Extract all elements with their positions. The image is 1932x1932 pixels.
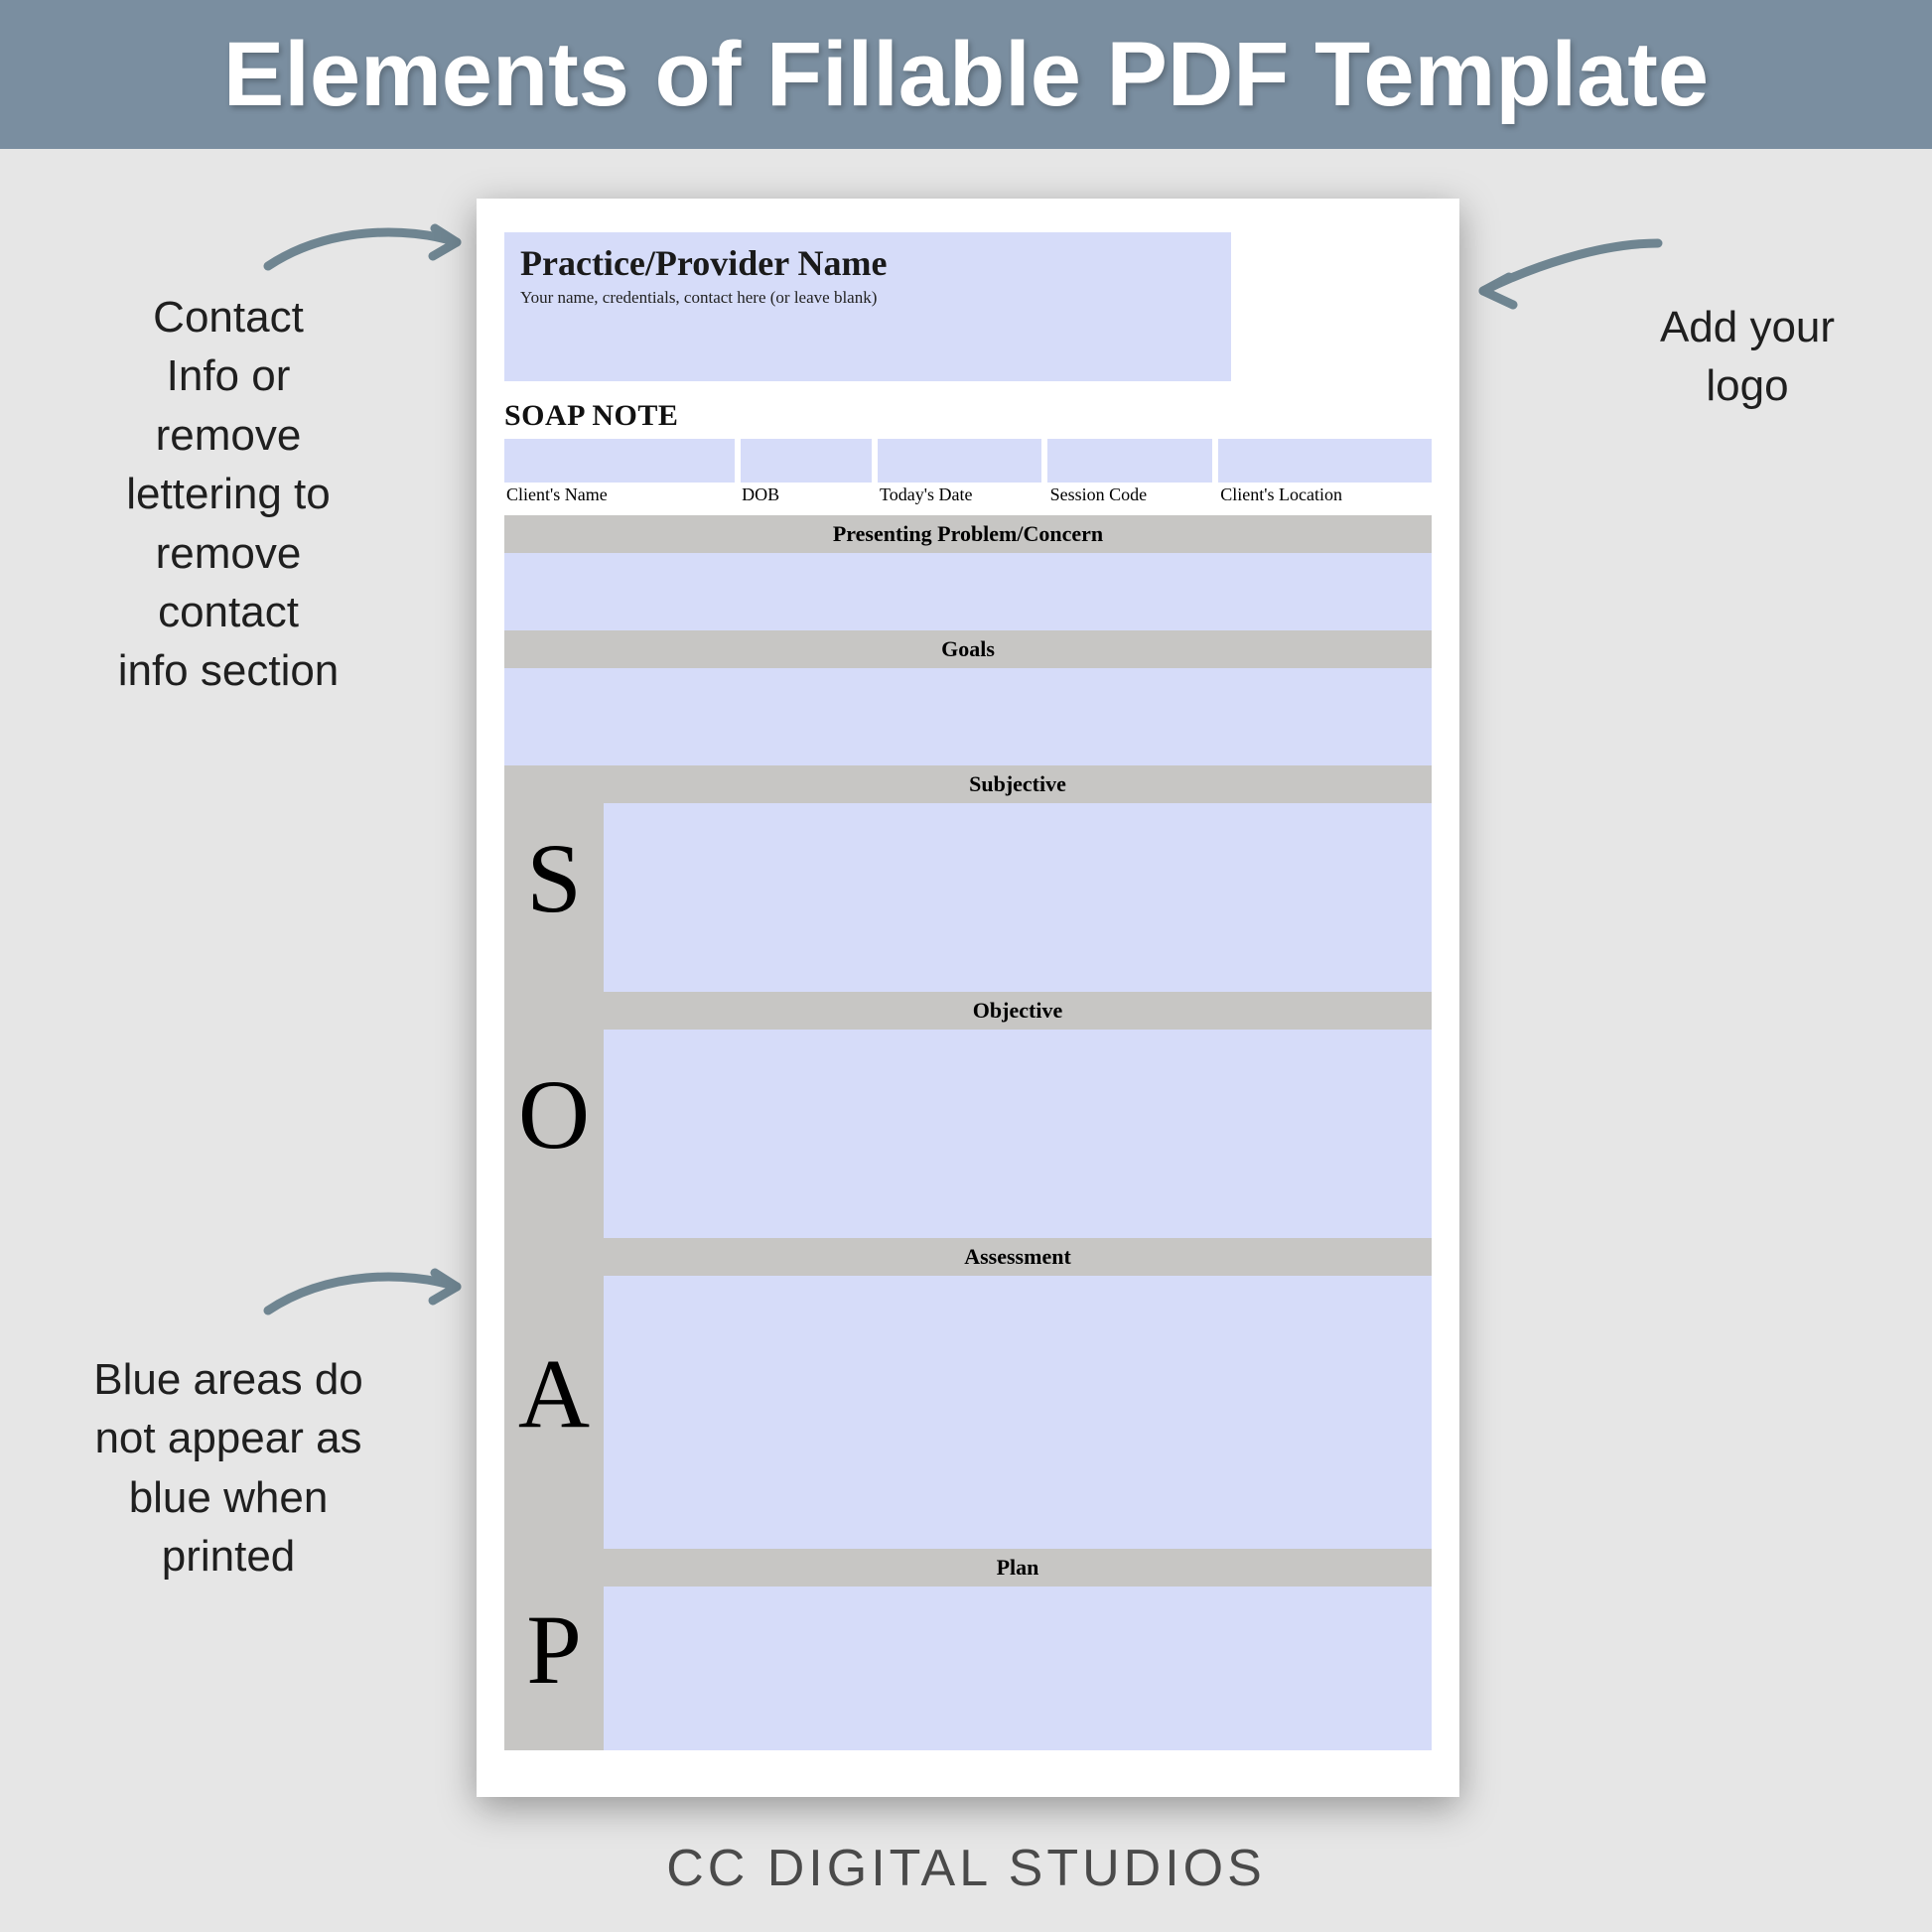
section-header-subjective: Subjective (604, 765, 1432, 803)
section-header-plan: Plan (604, 1549, 1432, 1587)
field-goals[interactable] (504, 668, 1432, 765)
page-main-title: Elements of Fillable PDF Template (223, 23, 1709, 127)
field-session-code[interactable] (1047, 439, 1211, 483)
practice-name-text: Practice/Provider Name (520, 242, 1215, 284)
section-header-presenting: Presenting Problem/Concern (504, 515, 1432, 553)
label-client-location: Client's Location (1218, 484, 1432, 505)
field-plan[interactable] (604, 1587, 1432, 1750)
section-assessment: Assessment (604, 1238, 1432, 1549)
soap-letter-a: A (504, 1238, 604, 1550)
header-row: Practice/Provider Name Your name, creden… (504, 232, 1432, 381)
practice-sub-text: Your name, credentials, contact here (or… (520, 288, 1215, 308)
section-header-objective: Objective (604, 992, 1432, 1030)
client-field-labels: Client's Name DOB Today's Date Session C… (504, 484, 1432, 505)
field-subjective[interactable] (604, 803, 1432, 992)
section-plan: Plan (604, 1549, 1432, 1750)
footer-brand: CC DIGITAL STUDIOS (0, 1839, 1932, 1898)
annotation-contact-info: Contact Info or remove lettering to remo… (40, 288, 417, 701)
field-assessment[interactable] (604, 1276, 1432, 1549)
arrow-to-blue-areas (258, 1251, 477, 1330)
section-header-assessment: Assessment (604, 1238, 1432, 1276)
arrow-to-contact-info (258, 207, 477, 286)
label-dob: DOB (740, 484, 872, 505)
field-objective[interactable] (604, 1030, 1432, 1238)
label-session-code: Session Code (1048, 484, 1213, 505)
field-client-name[interactable] (504, 439, 735, 483)
practice-info-field[interactable]: Practice/Provider Name Your name, creden… (504, 232, 1231, 381)
soap-letter-o: O (504, 992, 604, 1238)
label-todays-date: Today's Date (878, 484, 1042, 505)
section-objective: Objective (604, 992, 1432, 1238)
logo-placeholder[interactable] (1243, 232, 1432, 381)
field-client-location[interactable] (1218, 439, 1432, 483)
annotation-blue-areas: Blue areas do not appear as blue when pr… (40, 1350, 417, 1587)
section-subjective: Subjective (604, 765, 1432, 992)
client-fields-row (504, 439, 1432, 483)
annotation-add-logo: Add your logo (1608, 298, 1886, 416)
field-presenting-problem[interactable] (504, 553, 1432, 630)
soap-body: S O A P Subjective Objective Assessment … (504, 765, 1432, 1750)
title-bar: Elements of Fillable PDF Template (0, 0, 1932, 149)
soap-letters-column: S O A P (504, 765, 604, 1750)
label-client-name: Client's Name (504, 484, 734, 505)
section-header-goals: Goals (504, 630, 1432, 668)
soap-letter-s: S (504, 765, 604, 992)
soap-note-heading: SOAP NOTE (504, 399, 1432, 433)
soap-sections-column: Subjective Objective Assessment Plan (604, 765, 1432, 1750)
pdf-template-page: Practice/Provider Name Your name, creden… (477, 199, 1459, 1797)
field-dob[interactable] (741, 439, 872, 483)
field-todays-date[interactable] (878, 439, 1041, 483)
soap-letter-p: P (504, 1549, 604, 1750)
